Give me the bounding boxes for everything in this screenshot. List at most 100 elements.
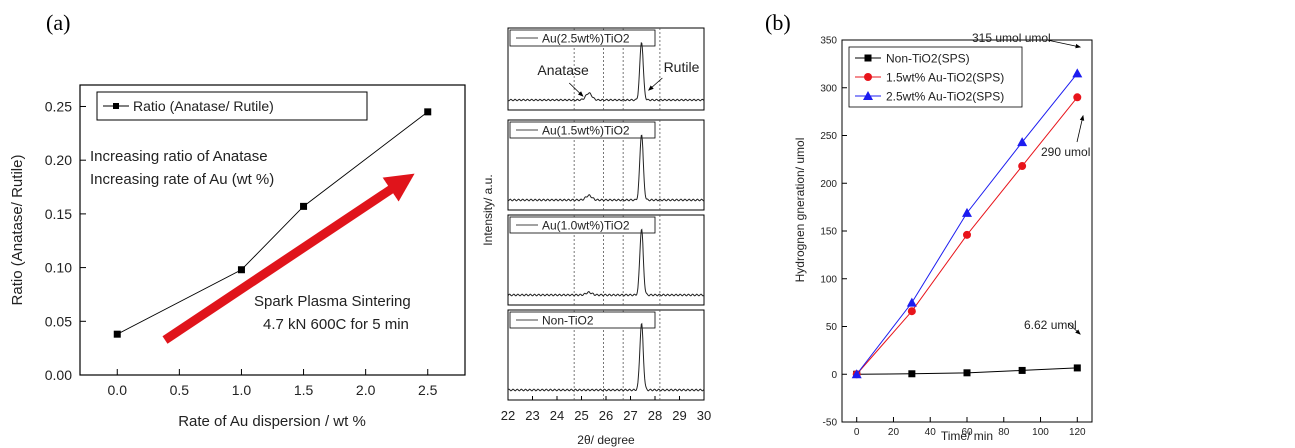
hydrogen-legend-label: 2.5wt% Au-TiO2(SPS) <box>886 90 1004 104</box>
ratio-legend-box <box>96 91 368 121</box>
ratio-x-tick-label: 0.0 <box>108 382 128 398</box>
annotation-315-umol: 315 umol umol <box>972 31 1051 45</box>
ratio-legend-marker <box>113 103 119 109</box>
ratio-y-tick-label: 0.00 <box>45 367 72 383</box>
ratio-y-axis-label: Ratio (Anatase/ Rutile) <box>9 155 26 306</box>
hydrogen-data-point <box>906 297 917 307</box>
hydrogen-data-point <box>908 370 916 378</box>
xrd-panel-frame <box>507 119 705 211</box>
hydrogen-y-tick-label: 200 <box>820 179 837 190</box>
ratio-x-tick-label: 2.0 <box>356 382 376 398</box>
hydrogen-y-tick-label: 0 <box>831 370 837 381</box>
xrd-y-axis-label: Intensity/ a.u. <box>481 174 495 245</box>
hydrogen-y-tick-label: 50 <box>826 322 838 333</box>
ratio-y-tick-label: 0.15 <box>45 206 72 222</box>
xrd-x-tick-label: 25 <box>574 408 588 423</box>
hydrogen-legend-marker <box>863 91 873 100</box>
hydrogen-data-point <box>851 369 862 379</box>
xrd-trace <box>507 322 705 392</box>
panel-b-label: (b) <box>765 10 791 35</box>
hydrogen-x-tick-label: 60 <box>961 427 973 438</box>
annotation-290-arrow <box>1076 114 1085 143</box>
ratio-x-tick-label: 1.0 <box>232 382 252 398</box>
hydrogen-data-point <box>963 369 971 377</box>
hydrogen-y-tick-label: 250 <box>820 131 837 142</box>
xrd-sample-label-box <box>509 311 656 329</box>
hydrogen-legend-marker <box>864 54 872 62</box>
xrd-x-tick-label: 22 <box>501 408 515 423</box>
ratio-plot-frame <box>79 84 466 376</box>
annotation-290-umol: 290 umol <box>1041 145 1090 159</box>
xrd-panel-frame <box>507 27 705 111</box>
trend-arrow <box>162 173 415 344</box>
rutile-arrow <box>648 77 663 91</box>
hydrogen-y-axis-label: Hydrognen gneration/ umol <box>793 138 807 283</box>
hydrogen-y-tick-label: -50 <box>823 418 838 429</box>
xrd-sample-label: Au(1.0wt%)TiO2 <box>542 219 630 233</box>
ratio-data-point <box>424 108 432 116</box>
hydrogen-data-point <box>1018 366 1026 374</box>
sps-note: Spark Plasma Sintering <box>254 293 411 310</box>
hydrogen-x-tick-label: 100 <box>1032 427 1049 438</box>
xrd-sample-label-box <box>509 121 656 139</box>
xrd-x-tick-label: 26 <box>599 408 613 423</box>
hydrogen-legend-marker <box>864 73 872 81</box>
xrd-sample-label: Au(1.5wt%)TiO2 <box>542 124 630 138</box>
hydrogen-data-point <box>1073 364 1081 372</box>
anatase-ratio-note: Increasing ratio of Anatase <box>90 148 268 165</box>
xrd-x-tick-label: 30 <box>697 408 711 423</box>
xrd-sample-label-box <box>509 216 656 234</box>
ratio-chart: 0.0 0.5 1.0 1.5 2.0 2.5 0.00 0.05 0.10 0.15 0.20 0.… <box>9 84 466 430</box>
anatase-arrow <box>568 82 584 97</box>
anatase-label: Anatase <box>537 62 589 78</box>
hydrogen-x-tick-label: 0 <box>854 427 860 438</box>
hydrogen-x-axis-label: Time/ min <box>941 429 993 443</box>
xrd-x-tick-label: 24 <box>550 408 564 423</box>
xrd-trace <box>507 228 705 297</box>
ratio-y-tick-label: 0.05 <box>45 313 72 329</box>
hydrogen-data-point <box>1018 162 1027 171</box>
ratio-x-axis-label: Rate of Au dispersion / wt % <box>178 413 366 430</box>
xrd-x-axis-label: 2θ/ degree <box>577 433 635 447</box>
xrd-x-tick-label: 28 <box>648 408 662 423</box>
xrd-x-tick-label: 27 <box>623 408 637 423</box>
hydrogen-legend-label: 1.5wt% Au-TiO2(SPS) <box>886 71 1004 85</box>
hydrogen-x-tick-label: 40 <box>925 427 937 438</box>
hydrogen-data-point <box>1017 137 1028 147</box>
xrd-panel-frame <box>507 214 705 306</box>
ratio-x-tick-label: 1.5 <box>294 382 314 398</box>
annotation-315-arrow <box>1046 39 1082 49</box>
xrd-x-tick-label: 23 <box>525 408 539 423</box>
xrd-sample-label-box <box>509 29 656 47</box>
hydrogen-x-tick-label: 80 <box>998 427 1010 438</box>
xrd-trace <box>507 134 705 202</box>
annotation-6-62-arrow <box>1067 322 1081 335</box>
hydrogen-data-point <box>962 207 972 217</box>
ratio-y-tick-label: 0.10 <box>45 260 72 276</box>
hydrogen-y-tick-label: 300 <box>820 83 837 94</box>
hydrogen-data-point <box>1072 68 1083 78</box>
ratio-data-point <box>237 266 245 274</box>
hydrogen-data-point <box>1073 93 1082 102</box>
hydrogen-x-tick-label: 120 <box>1069 427 1086 438</box>
hydrogen-y-tick-label: 350 <box>820 36 837 47</box>
ratio-y-tick-label: 0.20 <box>45 152 72 168</box>
ratio-data-point <box>300 202 308 210</box>
panel-a-label: (a) <box>46 10 70 35</box>
ratio-legend-label: Ratio (Anatase/ Rutile) <box>133 98 274 114</box>
hydrogen-chart: 0 20 40 60 80 100 120-50050100150200250300350 … <box>793 31 1093 443</box>
ratio-series-line <box>117 111 429 335</box>
ratio-y-tick-label: 0.25 <box>45 98 72 114</box>
ratio-x-tick-label: 0.5 <box>170 382 190 398</box>
xrd-sample-label: Non-TiO2 <box>542 314 594 328</box>
hydrogen-data-point <box>907 307 916 316</box>
au-rate-note: Increasing rate of Au (wt %) <box>90 171 274 188</box>
xrd-sample-label: Au(2.5wt%)TiO2 <box>542 32 630 46</box>
ratio-x-tick-label: 2.5 <box>418 382 438 398</box>
sps-condition-note: 4.7 kN 600C for 5 min <box>263 316 409 333</box>
rutile-label: Rutile <box>664 59 700 75</box>
hydrogen-x-tick-label: 20 <box>888 427 900 438</box>
annotation-6-62-umol: 6.62 umol <box>1024 318 1077 332</box>
hydrogen-legend-label: Non-TiO2(SPS) <box>886 52 970 66</box>
hydrogen-y-tick-label: 150 <box>820 227 837 238</box>
